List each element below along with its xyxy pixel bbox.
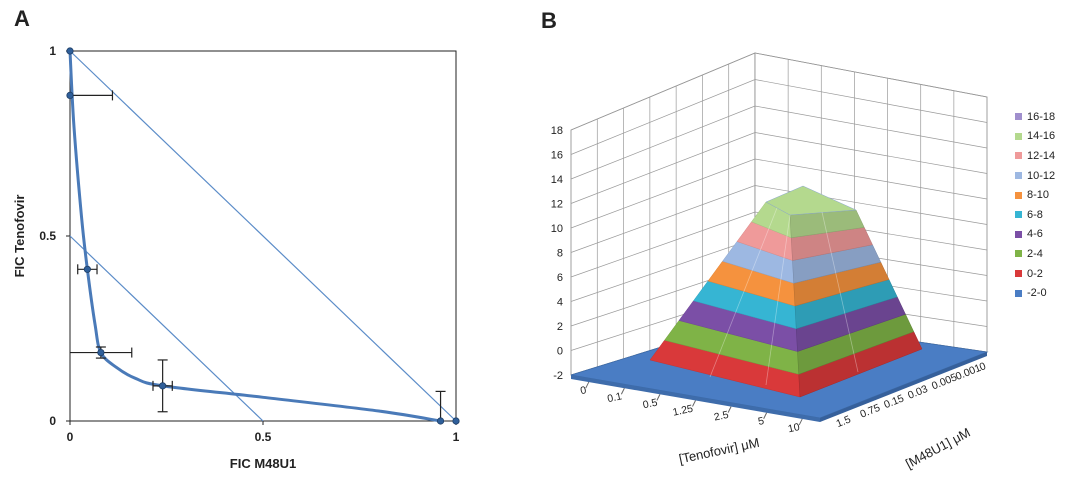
surface-facet-line (765, 214, 791, 386)
z-tick-label: 14 (551, 174, 563, 186)
legend-swatch (1015, 230, 1022, 238)
z-gridline (570, 158, 988, 229)
z-tick-label: 12 (551, 199, 563, 211)
y-tick-label: 1.5 (835, 413, 853, 430)
panel-b-label: B (541, 8, 557, 33)
y-tick-label: 1 (49, 44, 56, 58)
z-tick-label: 16 (551, 150, 563, 162)
y-tick-label: 0 (49, 414, 56, 428)
legend-item: 14-16 (1015, 127, 1055, 147)
z-tick-label: 6 (557, 272, 563, 284)
legend-item: 10-12 (1015, 166, 1055, 186)
x-tick-label: 0 (579, 384, 587, 397)
legend-swatch (1015, 152, 1022, 160)
z-tick-label: 4 (557, 297, 563, 309)
legend-item: 4-6 (1015, 225, 1055, 245)
legend-item: 2-4 (1015, 244, 1055, 264)
chart-legend: 16-18 14-16 12-14 10-12 8-10 6-8 4-6 2-4 0-2 -2-0 (1015, 107, 1055, 303)
x-tick-label: 5 (757, 415, 765, 428)
x-tick-label: 10 (787, 421, 801, 435)
data-point (452, 417, 460, 425)
legend-label: 8-10 (1027, 189, 1050, 202)
x-tick-label: 1.25 (672, 403, 695, 419)
z-tick-label: 18 (551, 125, 563, 137)
x-tick (620, 387, 625, 395)
x-axis-label: [Tenofovir] μM (677, 435, 760, 467)
z-tick-label: 10 (551, 223, 563, 235)
x-tick-label: 0.1 (606, 390, 623, 405)
floor-edge-right (820, 352, 987, 422)
x-tick-label: 2.5 (713, 409, 730, 424)
legend-swatch (1015, 113, 1022, 121)
x-tick (763, 412, 768, 420)
y-axis-label: FIC Tenofovir (12, 195, 27, 278)
legend-label: 6-8 (1027, 208, 1043, 221)
data-point (83, 265, 91, 273)
legend-item: 12-14 (1015, 146, 1055, 166)
legend-item: 0-2 (1015, 264, 1055, 284)
legend-swatch (1015, 191, 1022, 199)
x-tick-label: 0.5 (255, 430, 272, 444)
legend-swatch (1015, 132, 1022, 140)
x-tick-label: 0.5 (642, 397, 659, 412)
additivity-line (69, 235, 264, 422)
legend-item: 8-10 (1015, 185, 1055, 205)
additivity-line (69, 50, 457, 422)
legend-swatch (1015, 289, 1022, 297)
legend-label: 12-14 (1027, 149, 1056, 162)
legend-swatch (1015, 172, 1022, 180)
legend-label: 14-16 (1027, 130, 1056, 143)
y-tick-label: 0 (978, 360, 988, 373)
x-tick (798, 418, 803, 426)
data-point (159, 382, 167, 390)
legend-label: 10-12 (1027, 169, 1056, 182)
x-tick (585, 381, 590, 389)
z-tick-label: 8 (557, 248, 563, 260)
fic-isobologram-chart: 0 0.5 1 0 0.5 1 FIC M48U1 FIC Tenofovir (12, 44, 460, 471)
isobole-curve (68, 50, 441, 423)
z-tick-label: -2 (553, 370, 563, 382)
z-gridline (570, 132, 988, 204)
floor-edge-left (571, 375, 820, 422)
legend-label: 0-2 (1027, 267, 1043, 280)
panel-a-label: A (14, 6, 30, 31)
legend-label: 2-4 (1027, 247, 1043, 260)
legend-swatch (1015, 270, 1022, 278)
x-tick-label: 0 (67, 430, 74, 444)
z-gridline (570, 105, 988, 180)
legend-item: 16-18 (1015, 107, 1055, 127)
z-gridline (570, 185, 988, 253)
data-point (97, 348, 105, 357)
z-gridline (570, 211, 988, 278)
legend-label: 4-6 (1027, 228, 1043, 241)
surface-facet-line (821, 211, 859, 373)
z-tick-label: 2 (557, 321, 563, 333)
z-gridline (570, 52, 988, 131)
legend-label: 16-18 (1027, 110, 1056, 123)
data-point (66, 91, 74, 100)
y-tick-label: 0.5 (39, 229, 56, 243)
x-tick (656, 394, 661, 401)
data-point (66, 47, 74, 55)
y-axis-label: [M48U1] μM (903, 425, 973, 472)
x-tick-label: 1 (453, 430, 460, 444)
x-axis-label: FIC M48U1 (230, 456, 296, 471)
legend-swatch (1015, 211, 1022, 219)
legend-item: -2-0 (1015, 283, 1055, 303)
x-tick (692, 400, 696, 407)
legend-label: -2-0 (1027, 287, 1047, 300)
legend-item: 6-8 (1015, 205, 1055, 225)
z-tick-label: 0 (557, 346, 563, 358)
surface-facet-line (709, 207, 778, 378)
z-gridline (570, 79, 988, 155)
surface-top (765, 185, 857, 216)
x-tick (727, 406, 732, 413)
data-point (436, 417, 445, 425)
legend-swatch (1015, 250, 1022, 258)
